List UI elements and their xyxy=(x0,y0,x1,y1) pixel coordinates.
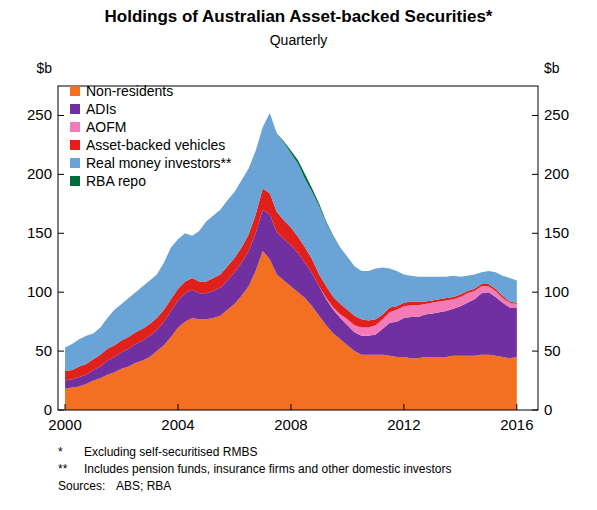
x-tick xyxy=(403,404,404,410)
subtitle: Quarterly xyxy=(270,32,328,48)
footnote-mark: * xyxy=(58,445,63,459)
y-tick-label: 0 xyxy=(544,401,552,418)
legend-swatch xyxy=(70,86,80,96)
legend-swatch xyxy=(70,158,80,168)
x-tick-label: 2004 xyxy=(161,416,194,433)
legend-label: RBA repo xyxy=(86,173,146,189)
y-tick-label: 150 xyxy=(27,224,52,241)
legend-swatch xyxy=(70,104,80,114)
y-tick xyxy=(532,115,538,116)
plot-area xyxy=(65,113,517,410)
x-tick-label: 2016 xyxy=(500,416,533,433)
legend-swatch xyxy=(70,122,80,132)
y-tick-label: 200 xyxy=(27,165,52,182)
x-tick-label: 2008 xyxy=(274,416,307,433)
y-tick xyxy=(58,233,64,234)
x-tick xyxy=(516,404,517,410)
y-tick-label: 100 xyxy=(544,283,569,300)
legend-label: Asset-backed vehicles xyxy=(86,137,225,153)
source-text: ABS; RBA xyxy=(116,479,171,493)
y-tick-label: 250 xyxy=(27,106,52,123)
x-tick xyxy=(290,404,291,410)
legend-swatch xyxy=(70,140,80,150)
y-tick-label: 150 xyxy=(544,224,569,241)
chart: Holdings of Australian Asset-backed Secu… xyxy=(0,0,597,510)
y-tick xyxy=(532,233,538,234)
footnote-text: Excluding self-securitised RMBS xyxy=(84,445,257,459)
y-tick-label: 250 xyxy=(544,106,569,123)
legend-label: AOFM xyxy=(86,119,126,135)
y-tick xyxy=(58,351,64,352)
y-tick xyxy=(532,410,538,411)
x-tick-label: 2000 xyxy=(48,416,81,433)
y-axis-label: $b xyxy=(544,60,560,76)
y-tick-label: 50 xyxy=(544,342,561,359)
x-tick xyxy=(178,404,179,410)
y-tick xyxy=(532,351,538,352)
y-tick xyxy=(532,292,538,293)
x-tick-label: 2012 xyxy=(387,416,420,433)
y-tick-label: 100 xyxy=(27,283,52,300)
legend-label: ADIs xyxy=(86,101,116,117)
y-tick xyxy=(532,174,538,175)
area-series xyxy=(65,113,517,347)
legend-label: Non-residents xyxy=(86,83,173,99)
y-axis-label: $b xyxy=(36,60,52,76)
plot-frame xyxy=(58,86,538,410)
source-label: Sources: xyxy=(58,479,105,493)
legend-label: Real money investors** xyxy=(86,155,232,171)
y-tick xyxy=(58,174,64,175)
y-tick-label: 200 xyxy=(544,165,569,182)
y-tick-label: 50 xyxy=(35,342,52,359)
y-tick xyxy=(58,410,64,411)
title: Holdings of Australian Asset-backed Secu… xyxy=(105,7,493,26)
y-tick xyxy=(58,292,64,293)
y-tick xyxy=(58,115,64,116)
legend-swatch xyxy=(70,176,80,186)
footnote-mark: ** xyxy=(58,462,68,476)
area-series xyxy=(65,113,517,371)
footnote-text: Includes pension funds, insurance firms … xyxy=(84,462,452,476)
x-tick xyxy=(65,404,66,410)
